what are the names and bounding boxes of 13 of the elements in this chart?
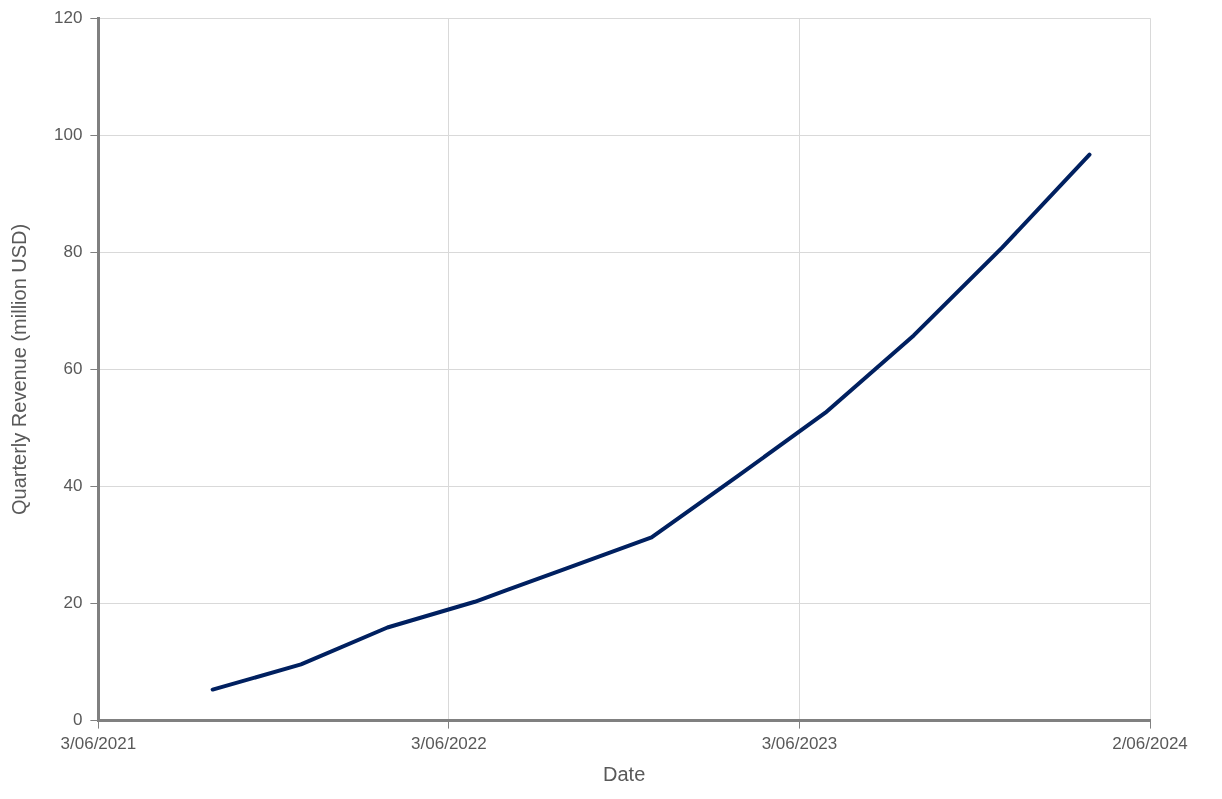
x-tick-label: 3/06/2022 (411, 734, 487, 754)
x-tick-label: 3/06/2023 (761, 734, 838, 754)
y-tick-label: 120 (53, 7, 83, 27)
y-tick-label: 80 (63, 242, 83, 262)
y-tick-label: 60 (63, 359, 83, 379)
x-axis-title: Date (603, 762, 646, 785)
x-tick-label: 2/06/2024 (1112, 734, 1188, 754)
x-tick-label: 3/06/2021 (60, 734, 137, 754)
y-tick-label: 20 (63, 593, 83, 613)
y-tick-label: 40 (63, 476, 83, 496)
y-tick-label: 0 (72, 710, 83, 730)
y-axis-title: Quarterly Revenue (million USD) (7, 223, 30, 515)
y-tick-label: 100 (53, 124, 83, 144)
